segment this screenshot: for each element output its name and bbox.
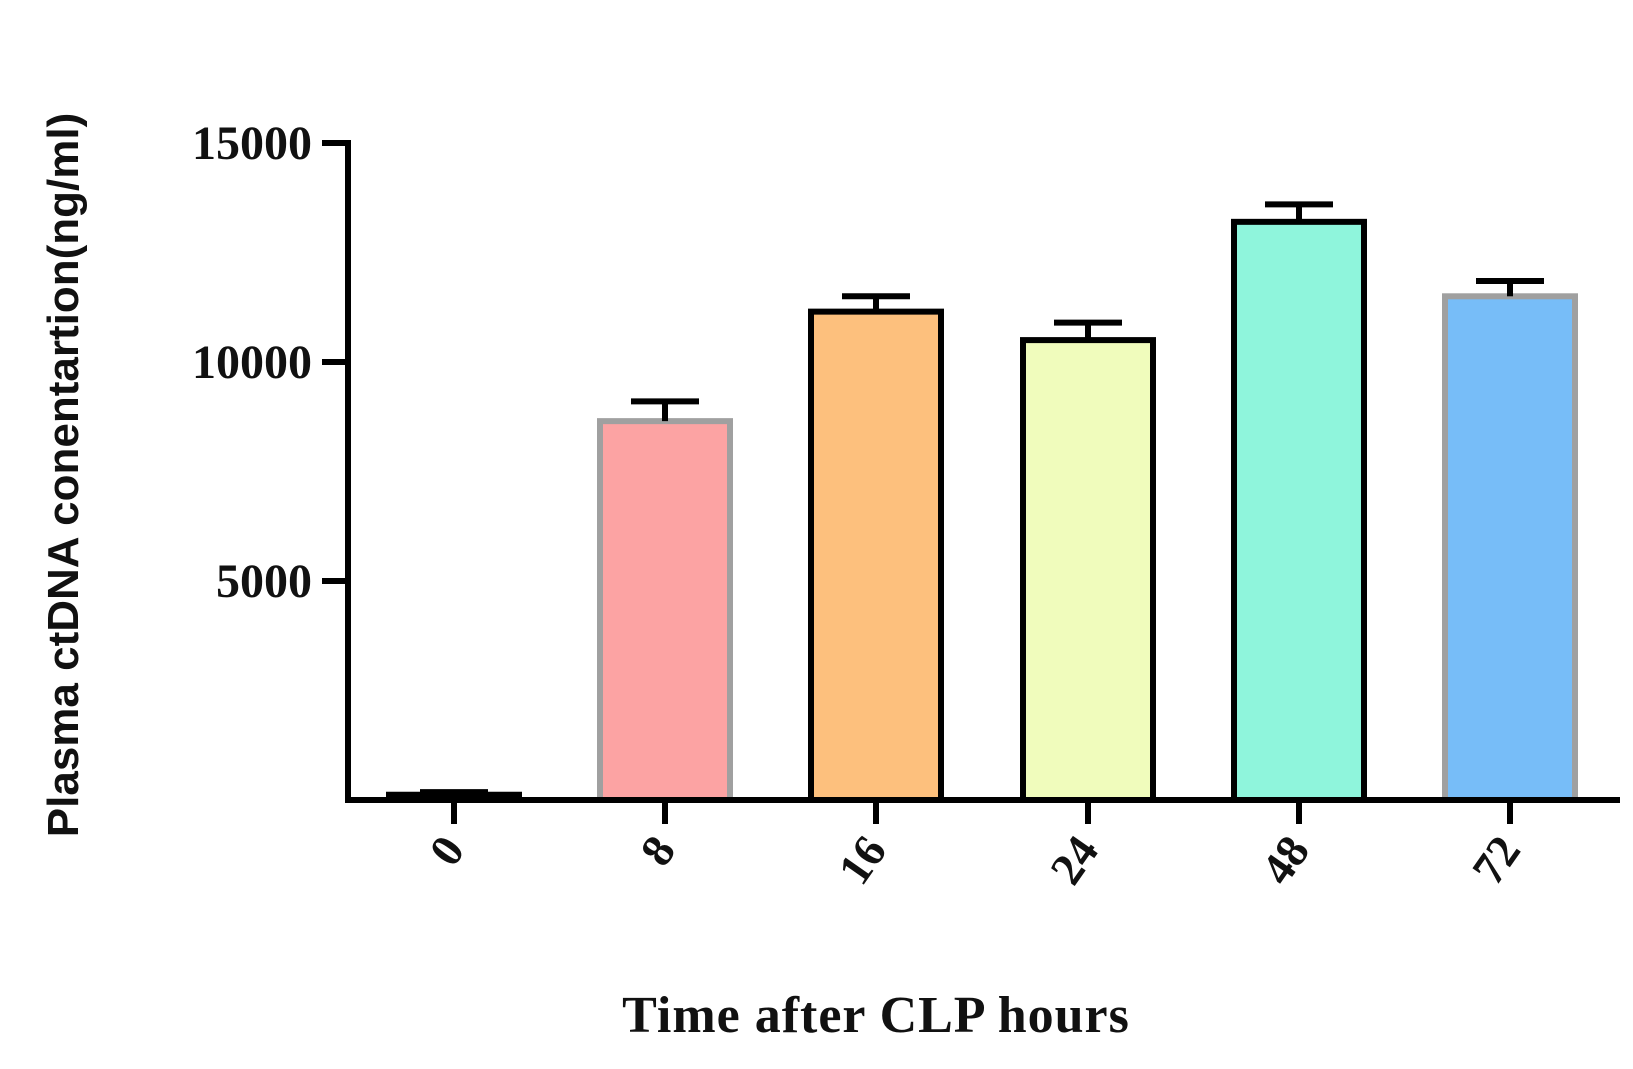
x-tick-label-48: 48 <box>1251 826 1319 893</box>
y-tick-label-10000: 10000 <box>192 336 312 389</box>
bar-24 <box>1020 337 1156 803</box>
bar-8 <box>597 418 733 803</box>
x-tick-label-72: 72 <box>1462 826 1530 893</box>
axes-layer <box>345 140 1620 803</box>
bar-16 <box>808 308 944 803</box>
bars-layer <box>386 201 1578 804</box>
x-ticks: 0 8 16 24 48 72 <box>419 800 1530 893</box>
x-tick-label-16: 16 <box>828 826 896 893</box>
x-axis-label: Time after CLP hours <box>622 987 1130 1044</box>
bar-48 <box>1231 218 1367 803</box>
y-ticks: 5000 10000 15000 <box>192 117 348 608</box>
y-tick-label-5000: 5000 <box>216 555 312 608</box>
x-tick-label-0: 0 <box>419 826 474 874</box>
bar-72 <box>1442 293 1578 803</box>
y-axis-label: Plasma ctDNA conentartion(ng/ml) <box>39 113 88 837</box>
x-tick-label-8: 8 <box>630 826 685 874</box>
y-tick-label-15000: 15000 <box>192 117 312 170</box>
x-tick-label-24: 24 <box>1040 826 1108 893</box>
